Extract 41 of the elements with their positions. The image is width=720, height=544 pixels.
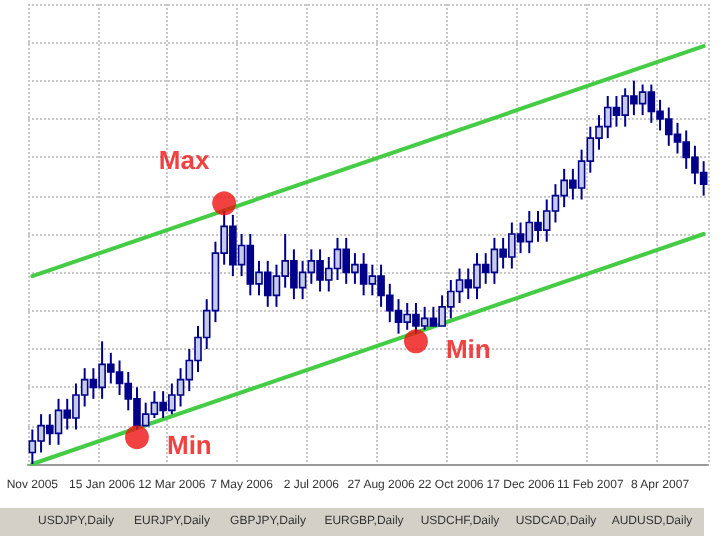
- candlestick: [603, 95, 612, 140]
- candlestick: [307, 248, 316, 285]
- candlestick: [664, 106, 673, 147]
- annotation: Min: [166, 430, 212, 461]
- candlestick: [647, 83, 656, 124]
- candlestick: [481, 252, 490, 285]
- candlestick: [237, 233, 246, 278]
- candlestick: [403, 302, 412, 331]
- candlestick: [699, 160, 708, 197]
- candlestick: [63, 397, 72, 431]
- annotation: Min: [445, 334, 491, 365]
- candlestick: [420, 305, 429, 331]
- candlestick: [455, 267, 464, 304]
- candlestick: [141, 401, 150, 427]
- candlestick: [612, 95, 621, 128]
- candlestick: [246, 233, 255, 297]
- candlestick: [45, 413, 54, 446]
- candlestick: [385, 282, 394, 324]
- candlestick: [176, 367, 185, 408]
- candlestick: [54, 397, 63, 446]
- candlestick: [89, 367, 98, 400]
- candlestick: [673, 121, 682, 155]
- candlestick: [28, 428, 37, 465]
- candlestick: [333, 236, 342, 281]
- candlestick: [272, 263, 281, 308]
- candlestick: [429, 305, 438, 327]
- annotation: Max: [158, 145, 211, 176]
- candlestick: [525, 210, 534, 255]
- candlestick: [263, 259, 272, 308]
- candlestick: [464, 267, 473, 301]
- candlestick: [394, 298, 403, 335]
- candlestick: [490, 236, 499, 285]
- candlestick: [682, 129, 691, 170]
- candlestick: [342, 236, 351, 285]
- candlestick: [359, 252, 368, 297]
- candlestick: [368, 263, 377, 297]
- candlestick: [638, 83, 647, 117]
- candlestick: [551, 183, 560, 224]
- candlestick: [115, 359, 124, 396]
- candlestick: [516, 221, 525, 255]
- candlestick: [150, 390, 159, 419]
